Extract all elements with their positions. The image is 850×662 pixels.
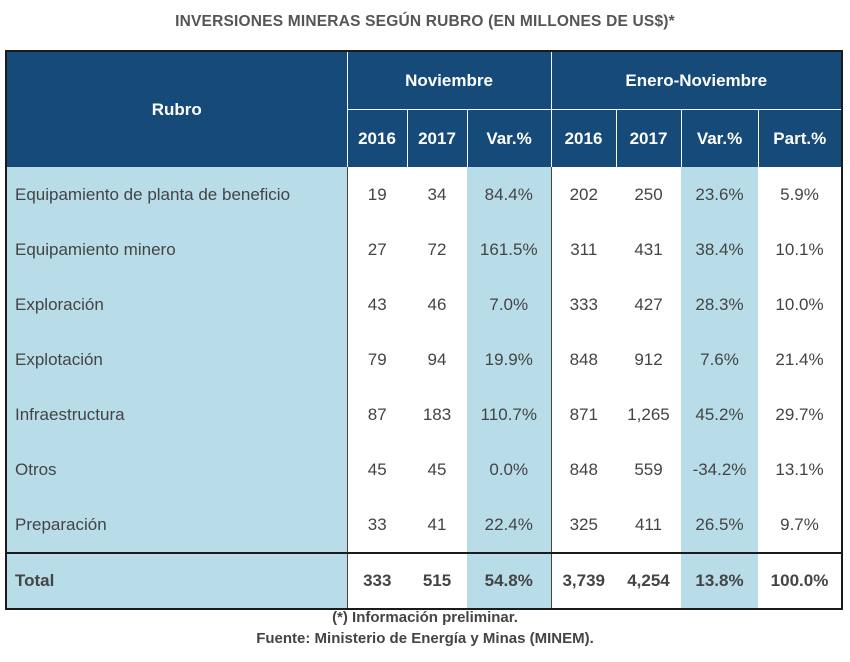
cell-ene-2016: 311 — [551, 222, 616, 277]
cell-rubro: Equipamiento de planta de beneficio — [6, 167, 348, 222]
cell-nov-var: 110.7% — [467, 387, 552, 442]
header-nov-2016: 2016 — [347, 109, 408, 167]
header-ene-part: Part.% — [758, 109, 843, 167]
cell-nov-var: 7.0% — [467, 277, 552, 332]
table-row: Infraestructura 87 183 110.7% 871 1,265 45.2% 2… — [6, 387, 843, 442]
header-nov-2017: 2017 — [407, 109, 468, 167]
cell-ene-2017: 559 — [616, 442, 681, 497]
table-row: Equipamiento minero 27 72 161.5% 311 431 38.4%… — [6, 222, 843, 277]
cell-ene-var: 13.8% — [681, 552, 758, 609]
footnote-source: Fuente: Ministerio de Energía y Minas (M… — [256, 630, 594, 647]
cell-ene-part: 21.4% — [758, 332, 843, 387]
cell-nov-var: 84.4% — [467, 167, 552, 222]
table-row: Otros 45 45 0.0% 848 559 -34.2% 13.1% — [6, 442, 843, 497]
cell-nov-2016: 19 — [347, 167, 407, 222]
table-row: Equipamiento de planta de beneficio 19 34 8… — [6, 167, 843, 222]
cell-ene-2016: 848 — [551, 442, 616, 497]
header-rubro: Rubro — [6, 51, 348, 167]
table-row: Preparación 33 41 22.4% 325 411 26.5% 9.7% — [6, 497, 843, 553]
cell-ene-2017: 1,265 — [616, 387, 681, 442]
cell-nov-2017: 41 — [407, 497, 467, 553]
cell-ene-part: 10.1% — [758, 222, 843, 277]
cell-nov-2017: 34 — [407, 167, 467, 222]
footnote-preliminary: (*) Información preliminar. — [332, 609, 518, 626]
cell-ene-part: 9.7% — [758, 497, 843, 553]
cell-ene-2016: 202 — [551, 167, 616, 222]
header-ene-var: Var.% — [681, 109, 759, 167]
header-group-noviembre: Noviembre — [347, 51, 552, 110]
cell-nov-2016: 87 — [347, 387, 407, 442]
cell-ene-var: -34.2% — [681, 442, 758, 497]
cell-ene-part: 13.1% — [758, 442, 843, 497]
cell-nov-2017: 515 — [407, 552, 467, 609]
cell-ene-2017: 250 — [616, 167, 681, 222]
header-group-enero-noviembre: Enero-Noviembre — [551, 51, 843, 110]
cell-nov-var: 22.4% — [467, 497, 552, 553]
cell-ene-2016: 325 — [551, 497, 616, 553]
table-row: Exploración 43 46 7.0% 333 427 28.3% 10.0% — [6, 277, 843, 332]
cell-ene-2016: 848 — [551, 332, 616, 387]
cell-nov-2016: 79 — [347, 332, 407, 387]
table-row: Explotación 79 94 19.9% 848 912 7.6% 21.4% — [6, 332, 843, 387]
cell-nov-var: 54.8% — [467, 552, 552, 609]
cell-ene-2017: 427 — [616, 277, 681, 332]
cell-nov-2016: 333 — [347, 552, 407, 609]
cell-rubro: Exploración — [6, 277, 348, 332]
cell-nov-2017: 72 — [407, 222, 467, 277]
cell-ene-part: 100.0% — [758, 552, 843, 609]
header-ene-2017: 2017 — [616, 109, 682, 167]
cell-nov-2016: 27 — [347, 222, 407, 277]
cell-rubro: Otros — [6, 442, 348, 497]
cell-rubro: Infraestructura — [6, 387, 348, 442]
cell-rubro: Total — [6, 552, 348, 609]
cell-nov-2016: 33 — [347, 497, 407, 553]
table-title: INVERSIONES MINERAS SEGÚN RUBRO (EN MILL… — [175, 13, 675, 30]
cell-ene-var: 45.2% — [681, 387, 758, 442]
cell-nov-2017: 46 — [407, 277, 467, 332]
cell-ene-2017: 912 — [616, 332, 681, 387]
cell-ene-var: 23.6% — [681, 167, 758, 222]
cell-nov-2017: 94 — [407, 332, 467, 387]
cell-rubro: Explotación — [6, 332, 348, 387]
cell-rubro: Equipamiento minero — [6, 222, 348, 277]
cell-ene-var: 26.5% — [681, 497, 758, 553]
cell-ene-part: 5.9% — [758, 167, 843, 222]
cell-nov-var: 161.5% — [467, 222, 552, 277]
cell-ene-2017: 431 — [616, 222, 681, 277]
cell-ene-part: 10.0% — [758, 277, 843, 332]
cell-nov-2016: 45 — [347, 442, 407, 497]
cell-rubro: Preparación — [6, 497, 348, 553]
header-ene-2016: 2016 — [551, 109, 617, 167]
cell-nov-2017: 183 — [407, 387, 467, 442]
cell-ene-2017: 411 — [616, 497, 681, 553]
table-row-total: Total 333 515 54.8% 3,739 4,254 13.8% 100.0% — [6, 552, 843, 609]
cell-ene-part: 29.7% — [758, 387, 843, 442]
cell-ene-2017: 4,254 — [616, 552, 681, 609]
cell-nov-var: 19.9% — [467, 332, 552, 387]
cell-ene-var: 28.3% — [681, 277, 758, 332]
cell-nov-var: 0.0% — [467, 442, 552, 497]
cell-nov-2017: 45 — [407, 442, 467, 497]
cell-ene-2016: 333 — [551, 277, 616, 332]
header-nov-var: Var.% — [467, 109, 552, 167]
cell-ene-2016: 3,739 — [551, 552, 616, 609]
investment-table: Rubro Noviembre Enero-Noviembre 2016 201… — [5, 50, 844, 610]
cell-ene-2016: 871 — [551, 387, 616, 442]
cell-ene-var: 38.4% — [681, 222, 758, 277]
cell-nov-2016: 43 — [347, 277, 407, 332]
cell-ene-var: 7.6% — [681, 332, 758, 387]
